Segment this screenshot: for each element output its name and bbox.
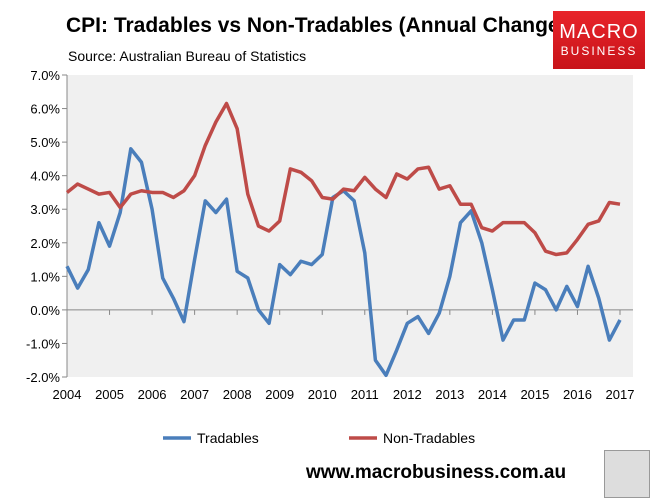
y-tick-label: 4.0% [30, 169, 60, 184]
x-tick-label: 2012 [393, 387, 422, 402]
x-tick-label: 2011 [351, 387, 379, 402]
legend-label: Non-Tradables [383, 430, 475, 446]
y-tick-label: 1.0% [30, 269, 60, 284]
x-tick-label: 2005 [95, 387, 124, 402]
x-tick-label: 2016 [563, 387, 592, 402]
wolf-image [604, 450, 650, 498]
y-tick-label: 7.0% [30, 68, 60, 83]
x-tick-label: 2008 [223, 387, 252, 402]
x-tick-label: 2007 [180, 387, 209, 402]
x-tick-label: 2013 [435, 387, 464, 402]
y-tick-label: 3.0% [30, 202, 60, 217]
x-tick-label: 2004 [53, 387, 82, 402]
x-tick-label: 2015 [520, 387, 549, 402]
series-line-non-tradables [65, 101, 621, 257]
legend-label: Tradables [197, 430, 259, 446]
chart-subtitle: Source: Australian Bureau of Statistics [68, 48, 307, 64]
y-tick-label: 6.0% [30, 102, 60, 117]
x-tick-label: 2010 [308, 387, 337, 402]
y-tick-label: 0.0% [30, 303, 60, 318]
chart-title: CPI: Tradables vs Non-Tradables (Annual … [66, 14, 567, 37]
y-tick-label: 2.0% [30, 236, 60, 251]
x-tick-label: 2014 [478, 387, 507, 402]
plot-area [67, 75, 633, 377]
y-tick-label: -2.0% [26, 370, 60, 385]
macrobusiness-logo: MACRO BUSINESS [553, 11, 645, 69]
x-tick-label: 2009 [265, 387, 294, 402]
y-tick-label: 5.0% [30, 135, 60, 150]
footer-url: www.macrobusiness.com.au [306, 462, 567, 483]
logo-line-1: MACRO [559, 21, 639, 43]
x-tick-label: 2017 [606, 387, 635, 402]
logo-line-2: BUSINESS [560, 44, 638, 58]
x-tick-label: 2006 [138, 387, 167, 402]
y-tick-label: -1.0% [26, 336, 60, 351]
